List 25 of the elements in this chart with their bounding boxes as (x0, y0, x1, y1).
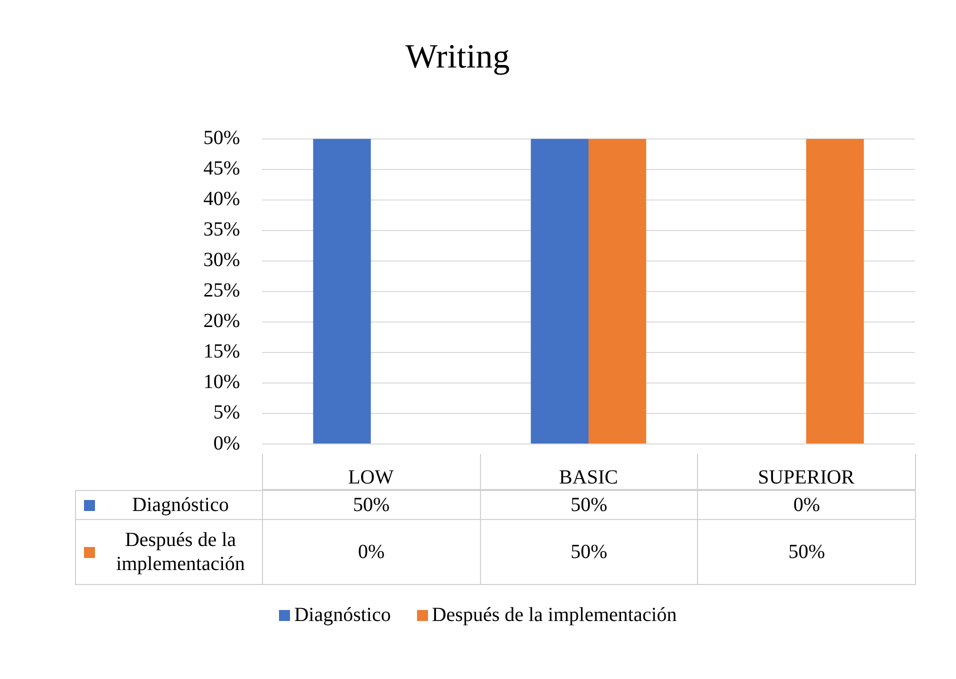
y-tick-label: 50% (203, 127, 240, 150)
x-tick-label: BASIC (559, 466, 618, 488)
y-tick-label: 5% (213, 402, 240, 424)
y-tick-label: 30% (203, 249, 240, 272)
y-tick-label: 45% (203, 158, 240, 180)
legend-label: Después de la implementación (432, 604, 677, 627)
y-tick-label: 35% (203, 218, 240, 241)
data-label: 50% (352, 493, 390, 517)
data-label: 0% (358, 540, 385, 564)
text: Después de la implementación (116, 529, 245, 575)
chart-title: Writing (405, 38, 510, 76)
data-label: 50% (788, 540, 825, 564)
data-label: 50% (570, 540, 608, 564)
y-tick-label: 0% (213, 432, 240, 454)
data-label: 0% (793, 493, 820, 517)
y-tick-label: 20% (203, 310, 240, 332)
y-tick-label: 40% (203, 188, 240, 210)
y-tick-label: 25% (203, 280, 240, 302)
data-label: 50% (570, 493, 608, 517)
y-tick-label: 10% (203, 371, 240, 394)
legend-label: Diagnóstico (131, 493, 230, 517)
text: Diagnóstico (294, 604, 391, 626)
x-tick-label: SUPERIOR (758, 466, 856, 488)
x-tick-label: LOW (348, 466, 394, 488)
y-tick-label: 15% (203, 340, 240, 363)
